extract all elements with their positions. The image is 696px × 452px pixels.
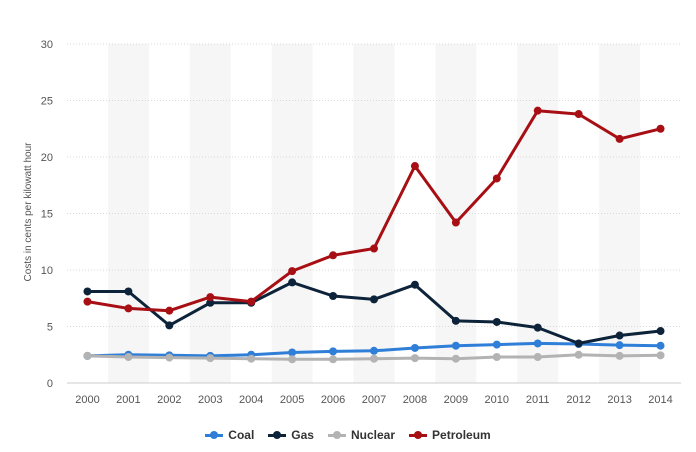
x-tick-label: 2003: [198, 394, 222, 406]
legend-swatch-gas: [268, 430, 287, 439]
point-gas-2010[interactable]: [492, 317, 501, 326]
y-axis-ticks: 0 5 10 15 20 25 30: [41, 39, 53, 390]
point-gas-2014[interactable]: [656, 327, 665, 336]
x-tick-label: 2013: [607, 394, 631, 406]
point-coal-2013[interactable]: [615, 341, 624, 350]
x-tick-label: 2014: [648, 394, 672, 406]
point-coal-2014[interactable]: [656, 341, 665, 350]
legend-swatch-petroleum: [409, 430, 428, 439]
point-gas-2001[interactable]: [124, 287, 133, 296]
x-tick-label: 2005: [280, 394, 304, 406]
point-petroleum-2005[interactable]: [288, 267, 297, 276]
point-nuclear-2005[interactable]: [288, 355, 297, 364]
legend-swatch-nuclear: [327, 430, 346, 439]
point-nuclear-2009[interactable]: [451, 354, 460, 363]
point-petroleum-2008[interactable]: [410, 162, 419, 171]
point-nuclear-2008[interactable]: [410, 354, 419, 363]
point-nuclear-2010[interactable]: [492, 353, 501, 362]
point-petroleum-2012[interactable]: [574, 110, 583, 119]
legend-label-nuclear: Nuclear: [350, 428, 396, 442]
point-petroleum-2001[interactable]: [124, 304, 133, 313]
x-tick-label: 2007: [362, 394, 386, 406]
point-petroleum-2011[interactable]: [533, 106, 542, 115]
point-petroleum-2010[interactable]: [492, 174, 501, 183]
legend: Coal Gas Nuclear Petroleum: [0, 428, 696, 442]
y-tick-label: 10: [41, 265, 53, 277]
legend-item-coal[interactable]: Coal: [205, 428, 254, 442]
point-nuclear-2001[interactable]: [124, 353, 133, 362]
x-tick-label: 2004: [239, 394, 263, 406]
point-coal-2007[interactable]: [370, 346, 378, 355]
x-tick-label: 2006: [321, 394, 345, 406]
point-nuclear-2004[interactable]: [247, 354, 256, 363]
x-tick-label: 2010: [485, 394, 509, 406]
point-nuclear-2014[interactable]: [656, 351, 665, 360]
point-gas-2007[interactable]: [370, 295, 378, 304]
point-gas-2003[interactable]: [206, 298, 215, 307]
point-gas-2005[interactable]: [288, 278, 297, 287]
point-nuclear-2013[interactable]: [615, 351, 624, 360]
point-gas-2008[interactable]: [410, 280, 419, 289]
y-tick-label: 15: [41, 209, 53, 221]
x-tick-label: 2002: [157, 394, 181, 406]
x-axis-ticks: 2000 2001 2002 2003 2004 2005 2006 2007 2008 2009…: [75, 394, 673, 406]
y-tick-label: 20: [41, 152, 53, 164]
point-gas-2011[interactable]: [533, 323, 542, 332]
legend-item-petroleum[interactable]: Petroleum: [409, 428, 491, 442]
point-nuclear-2012[interactable]: [574, 350, 583, 359]
series-points: [83, 106, 665, 364]
y-tick-label: 5: [47, 322, 53, 334]
point-petroleum-2004[interactable]: [247, 297, 256, 306]
point-coal-2006[interactable]: [329, 347, 338, 356]
y-tick-label: 0: [47, 378, 53, 390]
x-tick-label: 2008: [403, 394, 427, 406]
y-tick-label: 25: [41, 96, 53, 108]
point-nuclear-2006[interactable]: [329, 355, 338, 364]
point-nuclear-2000[interactable]: [83, 351, 92, 360]
point-petroleum-2007[interactable]: [370, 244, 378, 253]
point-petroleum-2009[interactable]: [451, 218, 460, 227]
point-gas-2009[interactable]: [451, 316, 460, 325]
x-tick-label: 2000: [75, 394, 99, 406]
x-tick-label: 2009: [444, 394, 468, 406]
legend-label-petroleum: Petroleum: [432, 428, 491, 442]
y-axis-label: Costs in cents per kilowatt hour: [23, 142, 34, 282]
point-petroleum-2000[interactable]: [83, 297, 92, 306]
band-2003: [189, 44, 231, 383]
legend-swatch-coal: [205, 430, 224, 439]
point-coal-2008[interactable]: [410, 343, 419, 352]
band-2009: [435, 44, 477, 383]
point-gas-2012[interactable]: [574, 339, 583, 348]
point-gas-2002[interactable]: [165, 321, 174, 330]
y-tick-label: 30: [41, 39, 53, 51]
point-gas-2013[interactable]: [615, 331, 624, 340]
x-tick-label: 2001: [116, 394, 140, 406]
point-nuclear-2002[interactable]: [165, 353, 174, 362]
x-tick-label: 2012: [566, 394, 590, 406]
point-nuclear-2011[interactable]: [533, 353, 542, 362]
legend-item-nuclear[interactable]: Nuclear: [327, 428, 396, 442]
point-petroleum-2006[interactable]: [329, 251, 338, 260]
legend-label-coal: Coal: [228, 428, 255, 442]
legend-item-gas[interactable]: Gas: [268, 428, 314, 442]
point-coal-2010[interactable]: [492, 340, 501, 349]
point-coal-2005[interactable]: [288, 348, 297, 357]
point-gas-2000[interactable]: [83, 287, 92, 296]
point-petroleum-2002[interactable]: [165, 306, 174, 315]
point-petroleum-2014[interactable]: [656, 124, 665, 133]
legend-label-gas: Gas: [291, 428, 314, 442]
point-nuclear-2003[interactable]: [206, 354, 215, 363]
point-gas-2006[interactable]: [329, 291, 338, 300]
point-coal-2009[interactable]: [451, 341, 460, 350]
x-tick-label: 2011: [526, 394, 550, 406]
point-petroleum-2013[interactable]: [615, 134, 624, 143]
band-2007: [353, 44, 395, 383]
point-coal-2011[interactable]: [533, 339, 542, 348]
point-petroleum-2003[interactable]: [206, 293, 215, 302]
point-nuclear-2007[interactable]: [370, 354, 378, 363]
